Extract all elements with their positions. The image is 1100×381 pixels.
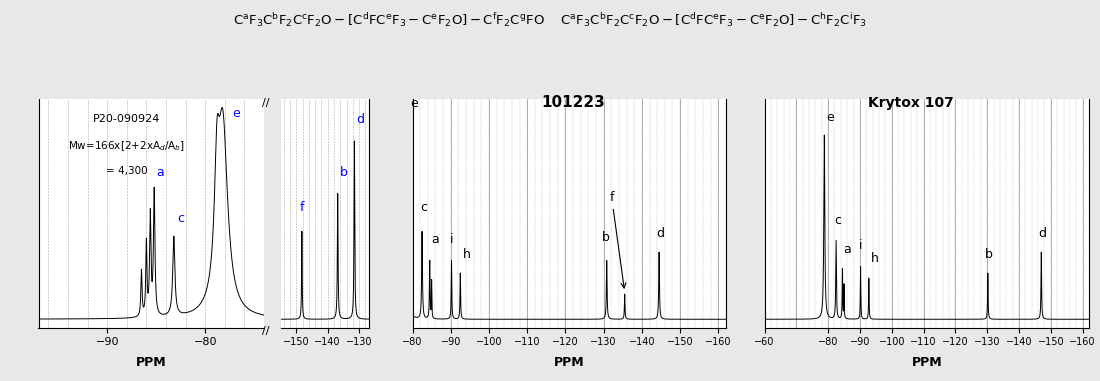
Text: e: e <box>826 111 834 124</box>
Text: e: e <box>410 96 418 110</box>
Text: f: f <box>300 202 305 215</box>
Text: P20-090924: P20-090924 <box>94 114 161 124</box>
Text: h: h <box>871 252 879 265</box>
Text: d: d <box>1038 227 1046 240</box>
Text: PPM: PPM <box>554 356 584 369</box>
Text: e: e <box>233 107 241 120</box>
Text: b: b <box>602 231 609 244</box>
Text: b: b <box>984 248 992 261</box>
Text: //: // <box>263 98 270 108</box>
Text: a: a <box>844 243 851 256</box>
Text: c: c <box>177 212 184 225</box>
Text: = 4,300: = 4,300 <box>106 166 147 176</box>
Text: d: d <box>657 227 664 240</box>
Text: i: i <box>859 239 862 252</box>
Text: PPM: PPM <box>912 356 942 369</box>
Text: h: h <box>463 248 471 261</box>
Text: Krytox 107: Krytox 107 <box>868 96 954 110</box>
Text: //: // <box>263 327 270 336</box>
Text: c: c <box>420 202 427 215</box>
Text: f: f <box>609 191 626 288</box>
Text: c: c <box>835 214 842 227</box>
Text: Mw=166x[2+2xA$_d$/A$_b$]: Mw=166x[2+2xA$_d$/A$_b$] <box>68 139 185 153</box>
Text: d: d <box>356 113 364 126</box>
Text: i: i <box>450 233 453 246</box>
Text: a: a <box>156 166 164 179</box>
Text: 101223: 101223 <box>541 94 605 110</box>
Text: PPM: PPM <box>136 356 166 369</box>
Text: $\mathrm{C^aF_3C^bF_2C^cF_2O-[C^dFC^eF_3-C^eF_2O]-C^fF_2C^gFO}$    $\mathrm{C^aF: $\mathrm{C^aF_3C^bF_2C^cF_2O-[C^dFC^eF_3… <box>233 11 867 29</box>
Text: b: b <box>340 166 348 179</box>
Text: a: a <box>431 233 439 246</box>
